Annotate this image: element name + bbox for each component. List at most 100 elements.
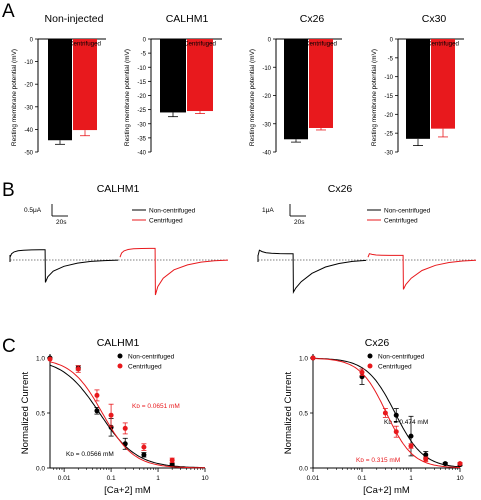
- data-point-centrifuged: [122, 425, 128, 431]
- bar-chart-title: CALHM1: [166, 13, 209, 25]
- legend-marker-centrifuged: [367, 363, 373, 369]
- y-tick-label: 0: [30, 38, 34, 44]
- legend-label: Non-centrifuged: [149, 208, 196, 215]
- y-tick-label: 1.0: [299, 356, 308, 363]
- y-axis-label: Resting membrane potential (mV): [11, 49, 18, 146]
- x-tick-label: 0.1: [357, 475, 366, 482]
- trace-centrifuged: [119, 247, 229, 296]
- bar-chart-title: Cx26: [300, 13, 325, 25]
- y-axis-label: Normalized Current: [283, 371, 294, 454]
- bar-non-centrifuged: [160, 39, 186, 113]
- bar-chart-title: Cx30: [422, 13, 447, 25]
- bar-category-label: Centrifuged: [184, 41, 217, 48]
- legend-marker-non-centrifuged: [367, 353, 373, 359]
- legend-label: Centrifuged: [128, 363, 162, 370]
- y-tick-label: -25: [137, 108, 146, 114]
- kd-label-centrifuged: Kᴅ = 0.0651 mM: [132, 403, 180, 410]
- bar-category-label: Non-cent: [47, 41, 72, 48]
- data-point-non-centrifuged: [94, 408, 100, 414]
- data-point-centrifuged: [359, 369, 365, 375]
- scale-time-label: 20s: [56, 219, 67, 226]
- dose-response-title: Cx26: [365, 337, 390, 349]
- data-point-non-centrifuged: [442, 461, 448, 467]
- x-tick-label: 10: [456, 475, 464, 482]
- y-tick-label: -30: [384, 151, 393, 157]
- y-tick-label: -30: [262, 122, 271, 128]
- y-axis-label: Normalized Current: [20, 371, 31, 454]
- y-tick-label: -30: [137, 122, 146, 128]
- y-tick-label: -40: [262, 151, 271, 157]
- y-axis-label: Resting membrane potential (mV): [371, 49, 378, 146]
- data-point-non-centrifuged: [169, 462, 175, 468]
- fit-curve-non-centrifuged: [49, 364, 205, 469]
- trace-title: CALHM1: [97, 183, 140, 195]
- y-tick-label: -30: [24, 105, 33, 111]
- scale-current-label: 1μA: [262, 207, 274, 214]
- data-point-centrifuged: [75, 366, 81, 372]
- bar-category-label: Non-cent: [160, 41, 185, 48]
- legend-label: Centrifuged: [149, 218, 183, 225]
- fit-curve-non-centrifuged: [312, 357, 461, 468]
- data-point-centrifuged: [457, 461, 463, 467]
- data-point-centrifuged: [408, 443, 414, 449]
- data-point-non-centrifuged: [393, 412, 399, 418]
- kd-label-centrifuged: Kᴅ = 0.315 mM: [356, 457, 400, 464]
- y-tick-label: -20: [384, 113, 393, 119]
- scale-time-label: 20s: [294, 219, 305, 226]
- y-tick-label: -20: [262, 94, 271, 100]
- legend-label: Centrifuged: [384, 218, 418, 225]
- legend-label: Non-centrifuged: [384, 208, 431, 215]
- data-point-centrifuged: [141, 444, 147, 450]
- y-tick-label: -15: [137, 80, 146, 86]
- x-axis-label: [Ca+2] mM: [363, 485, 410, 496]
- scale-current-label: 0.5μA: [24, 207, 42, 214]
- y-tick-label: -35: [137, 136, 146, 142]
- kd-label-non-centrifuged: Kᴅ = 0.0566 mM: [66, 451, 114, 458]
- x-tick-label: 1: [409, 475, 413, 482]
- kd-label-non-centrifuged: Kᴅ = 0.474 mM: [384, 419, 428, 426]
- y-tick-label: -10: [24, 60, 33, 66]
- dose-response-title: CALHM1: [97, 337, 140, 349]
- y-tick-label: -15: [384, 94, 393, 100]
- data-point-non-centrifuged: [408, 433, 414, 439]
- bar-non-centrifuged: [284, 39, 308, 140]
- data-point-centrifuged: [47, 356, 53, 362]
- data-point-non-centrifuged: [423, 452, 429, 458]
- data-point-centrifuged: [382, 410, 388, 416]
- data-point-centrifuged: [393, 429, 399, 435]
- bar-centrifuged: [187, 39, 213, 112]
- y-axis-label: Resting membrane potential (mV): [249, 49, 256, 146]
- bar-non-centrifuged: [48, 39, 72, 141]
- bar-chart-title: Non-injected: [45, 13, 104, 25]
- data-point-centrifuged: [169, 457, 175, 463]
- y-tick-label: 0.5: [299, 411, 308, 418]
- bar-category-label: Centrifuged: [427, 41, 460, 48]
- y-tick-label: 0: [268, 38, 272, 44]
- y-tick-label: -10: [137, 66, 146, 72]
- legend-label: Non-centrifuged: [128, 353, 175, 360]
- x-tick-label: 1: [156, 475, 160, 482]
- bar-category-label: Centrifuged: [305, 41, 338, 48]
- y-tick-label: -40: [137, 151, 146, 157]
- y-tick-label: 0.0: [36, 466, 45, 473]
- y-tick-label: 0.0: [299, 466, 308, 473]
- y-tick-label: -40: [24, 128, 33, 134]
- y-tick-label: 0: [390, 38, 394, 44]
- y-tick-label: -25: [384, 132, 393, 138]
- data-point-centrifuged: [310, 355, 316, 361]
- bar-category-label: Centrifuged: [69, 41, 102, 48]
- y-axis-label: Resting membrane potential (mV): [124, 49, 131, 146]
- bar-centrifuged: [309, 39, 333, 128]
- trace-title: Cx26: [328, 183, 353, 195]
- y-tick-label: 1.0: [36, 356, 45, 363]
- legend-marker-non-centrifuged: [117, 353, 123, 359]
- bar-category-label: Non-cent: [405, 41, 430, 48]
- data-point-centrifuged: [108, 412, 114, 418]
- panel-letter-c: C: [2, 336, 16, 357]
- legend-marker-centrifuged: [117, 363, 123, 369]
- x-tick-label: 0.1: [107, 475, 116, 482]
- y-tick-label: -10: [384, 75, 393, 81]
- x-tick-label: 0.01: [307, 475, 320, 482]
- y-tick-label: -5: [388, 56, 394, 62]
- trace-centrifuged: [367, 253, 477, 290]
